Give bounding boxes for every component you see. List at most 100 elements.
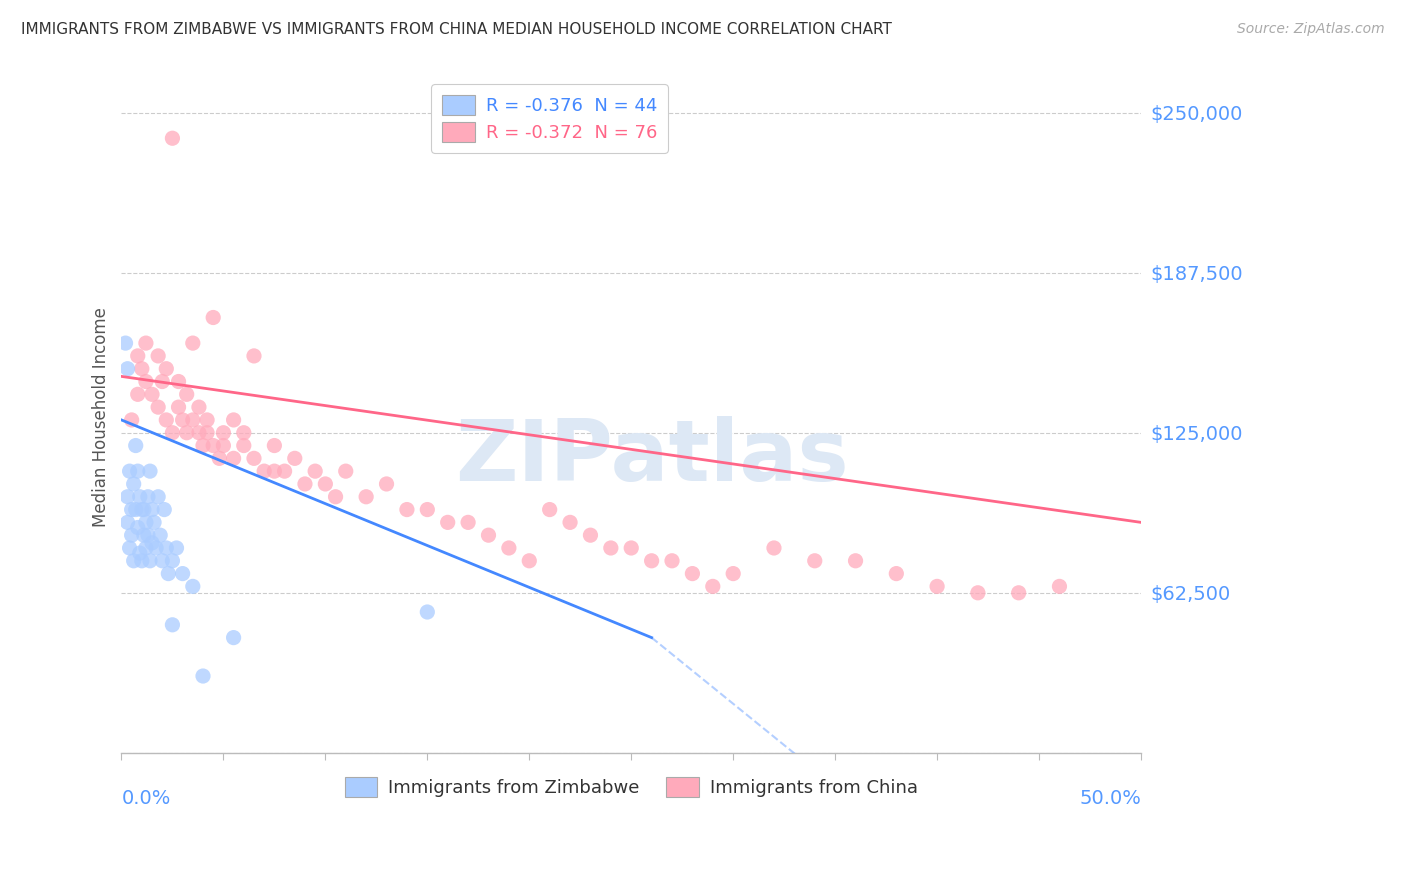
Point: [263, 438, 285, 452]
Text: Source: ZipAtlas.com: Source: ZipAtlas.com: [1237, 22, 1385, 37]
Point: [202, 310, 225, 325]
Point: [149, 528, 172, 542]
Point: [114, 336, 136, 351]
Point: [127, 349, 149, 363]
Point: [202, 438, 225, 452]
Legend: Immigrants from Zimbabwe, Immigrants from China: Immigrants from Zimbabwe, Immigrants fro…: [337, 770, 925, 805]
Point: [1008, 586, 1031, 600]
Point: [122, 477, 145, 491]
Point: [558, 516, 581, 530]
Point: [498, 541, 520, 555]
Point: [162, 131, 184, 145]
Point: [212, 438, 235, 452]
Point: [145, 541, 167, 555]
Point: [191, 669, 214, 683]
Point: [162, 425, 184, 440]
Point: [131, 554, 153, 568]
Point: [135, 336, 157, 351]
Point: [844, 554, 866, 568]
Point: [128, 490, 150, 504]
Point: [273, 464, 295, 478]
Point: [125, 502, 148, 516]
Point: [172, 566, 194, 581]
Point: [141, 502, 163, 516]
Point: [132, 502, 155, 516]
Point: [176, 387, 198, 401]
Point: [135, 516, 157, 530]
Point: [517, 554, 540, 568]
Point: [121, 528, 143, 542]
Point: [131, 502, 153, 516]
Point: [195, 425, 218, 440]
Point: [141, 387, 163, 401]
Point: [117, 516, 139, 530]
Point: [354, 490, 377, 504]
Point: [263, 464, 285, 478]
Point: [136, 528, 159, 542]
Point: [457, 516, 479, 530]
Point: [222, 413, 245, 427]
Point: [136, 490, 159, 504]
Text: 50.0%: 50.0%: [1080, 789, 1142, 807]
Point: [146, 490, 169, 504]
Point: [253, 464, 276, 478]
Point: [181, 579, 204, 593]
Point: [1049, 579, 1071, 593]
Y-axis label: Median Household Income: Median Household Income: [93, 308, 110, 527]
Point: [927, 579, 949, 593]
Point: [117, 490, 139, 504]
Point: [139, 464, 162, 478]
Point: [121, 502, 143, 516]
Point: [135, 541, 157, 555]
Point: [325, 490, 347, 504]
Point: [191, 438, 214, 452]
Point: [131, 361, 153, 376]
Point: [243, 349, 266, 363]
Point: [117, 361, 139, 376]
Point: [155, 361, 177, 376]
Text: 0.0%: 0.0%: [121, 789, 170, 807]
Point: [132, 528, 155, 542]
Point: [122, 554, 145, 568]
Point: [884, 566, 907, 581]
Point: [125, 438, 148, 452]
Point: [195, 413, 218, 427]
Point: [640, 554, 662, 568]
Point: [212, 425, 235, 440]
Point: [375, 477, 398, 491]
Point: [681, 566, 703, 581]
Point: [141, 536, 163, 550]
Point: [222, 631, 245, 645]
Point: [150, 554, 173, 568]
Point: [127, 387, 149, 401]
Point: [538, 502, 561, 516]
Point: [477, 528, 499, 542]
Point: [118, 464, 141, 478]
Point: [803, 554, 825, 568]
Point: [436, 516, 458, 530]
Point: [121, 413, 143, 427]
Point: [157, 566, 180, 581]
Point: [143, 516, 166, 530]
Point: [155, 413, 177, 427]
Point: [416, 502, 439, 516]
Point: [150, 375, 173, 389]
Point: [187, 425, 209, 440]
Point: [284, 451, 307, 466]
Point: [395, 502, 418, 516]
Point: [153, 502, 176, 516]
Point: [208, 451, 231, 466]
Point: [167, 375, 190, 389]
Point: [128, 546, 150, 560]
Point: [702, 579, 724, 593]
Point: [232, 425, 254, 440]
Point: [181, 336, 204, 351]
Text: ZIPatlas: ZIPatlas: [454, 417, 848, 500]
Point: [661, 554, 683, 568]
Point: [599, 541, 621, 555]
Point: [416, 605, 439, 619]
Point: [721, 566, 744, 581]
Point: [222, 451, 245, 466]
Point: [146, 400, 169, 414]
Point: [146, 349, 169, 363]
